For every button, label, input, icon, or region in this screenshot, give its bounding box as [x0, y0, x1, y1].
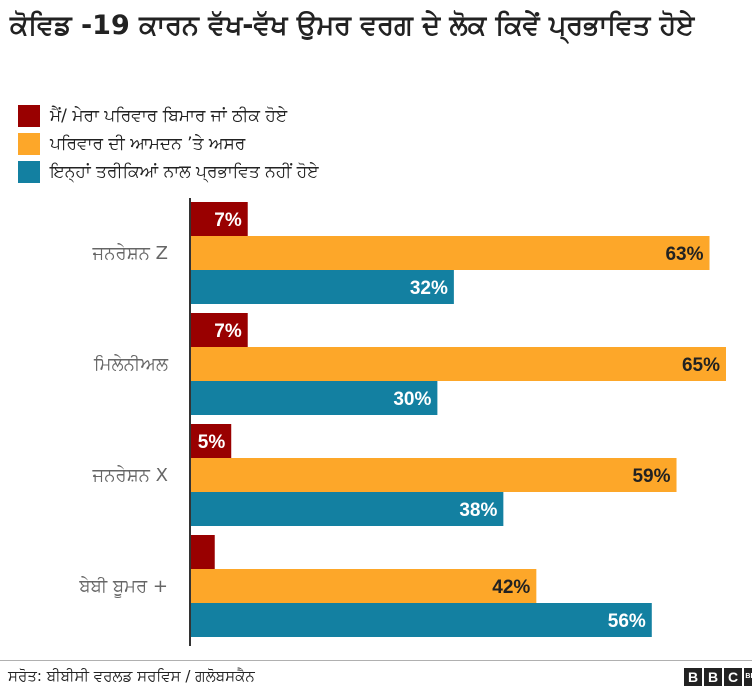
chart-title: ਕੋਵਿਡ -19 ਕਾਰਨ ਵੱਖ-ਵੱਖ ਉਮਰ ਵਰਗ ਦੇ ਲੋਕ ਕਿ…	[10, 10, 695, 41]
category-label: ਬੇਬੀ ਬੂਮਰ +	[78, 576, 168, 597]
bar-value-label: 59%	[632, 466, 670, 487]
bar	[190, 381, 438, 415]
bar-value-label: 38%	[459, 500, 497, 521]
bar	[190, 458, 677, 492]
legend-swatch-not-affected	[18, 161, 40, 183]
bar-value-label: 42%	[492, 577, 530, 598]
bar-chart: ਜਨਰੇਸ਼ਨ Z 7% 63% 32% ਮਿਲੇਨੀਅਲ 7% 65% 30% ਜਨਰੇਸ਼ਨ…	[78, 198, 726, 646]
bar	[190, 236, 710, 270]
legend-swatch-ill	[18, 105, 40, 127]
bar-value-label: 7%	[214, 210, 242, 231]
bar	[190, 535, 215, 569]
bbc-logo-letter: C	[724, 668, 742, 686]
bar-value-label: 32%	[410, 278, 448, 299]
bar	[190, 347, 726, 381]
footer-divider	[0, 660, 752, 661]
category-label: ਜਨਰੇਸ਼ਨ Z	[92, 243, 168, 264]
bar-value-label: 5%	[198, 432, 226, 453]
category-label: ਮਿਲੇਨੀਅਲ	[93, 354, 169, 375]
bar	[190, 424, 232, 458]
bar-value-label: 56%	[608, 611, 646, 632]
legend-item-not-affected: ਇਨ੍ਹਾਂ ਤਰੀਕਿਆਂ ਨਾਲ ਪ੍ਰਭਾਵਿਤ ਨਹੀਂ ਹੋਏ	[18, 158, 319, 186]
source-note: ਸਰੋਤ: ਬੀਬੀਸੀ ਵਰਲਡ ਸਰਵਿਸ / ਗਲੋਬਸਕੈਨ	[8, 667, 255, 685]
bar	[190, 313, 248, 347]
bar-value-label: 7%	[214, 321, 242, 342]
category-label: ਜਨਰੇਸ਼ਨ X	[92, 465, 168, 486]
bbc-logo-small: BBC	[744, 668, 752, 686]
bar	[190, 603, 652, 637]
bbc-logo-letter: B	[704, 668, 722, 686]
legend-item-ill: ਮੈਂ/ ਮੇਰਾ ਪਰਿਵਾਰ ਬਿਮਾਰ ਜਾਂ ਠੀਕ ਹੋਏ	[18, 102, 319, 130]
bbc-logo-letter: B	[684, 668, 702, 686]
bar-value-label: 63%	[665, 244, 703, 265]
bar-value-label: 65%	[682, 355, 720, 376]
legend-swatch-income	[18, 133, 40, 155]
bar	[190, 492, 504, 526]
legend-item-income: ਪਰਿਵਾਰ ਦੀ ਆਮਦਨ ’ਤੇ ਅਸਰ	[18, 130, 319, 158]
bar	[190, 202, 248, 236]
bar-value-label: 30%	[393, 389, 431, 410]
bar	[190, 569, 537, 603]
legend-label-ill: ਮੈਂ/ ਮੇਰਾ ਪਰਿਵਾਰ ਬਿਮਾਰ ਜਾਂ ਠੀਕ ਹੋਏ	[50, 106, 288, 126]
bar	[190, 270, 454, 304]
bbc-logo: B B C BBC	[684, 668, 752, 686]
legend-label-income: ਪਰਿਵਾਰ ਦੀ ਆਮਦਨ ’ਤੇ ਅਸਰ	[50, 134, 246, 154]
legend: ਮੈਂ/ ਮੇਰਾ ਪਰਿਵਾਰ ਬਿਮਾਰ ਜਾਂ ਠੀਕ ਹੋਏ ਪਰਿਵਾ…	[18, 102, 319, 186]
legend-label-not-affected: ਇਨ੍ਹਾਂ ਤਰੀਕਿਆਂ ਨਾਲ ਪ੍ਰਭਾਵਿਤ ਨਹੀਂ ਹੋਏ	[50, 162, 319, 182]
